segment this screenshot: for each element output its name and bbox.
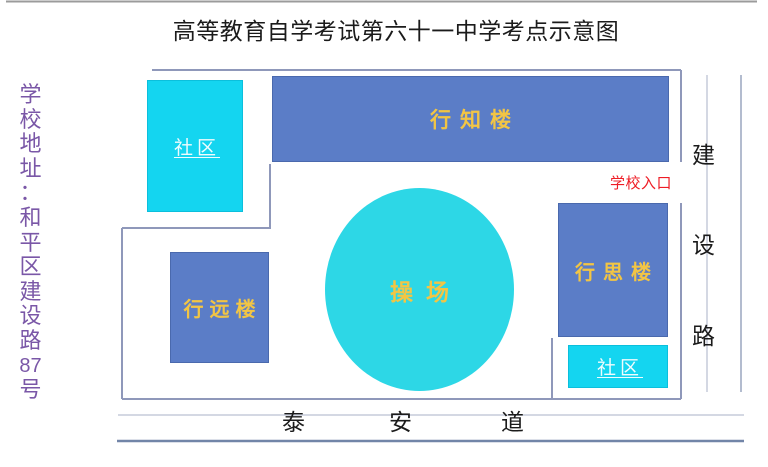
building-xingsi-label: 行思楼 [575,261,659,284]
address-char: 和 [19,204,42,230]
address-char: 平 [19,229,42,255]
taian-road-name-char: 道 [501,409,524,435]
address-char: 址 [19,155,42,181]
school-entrance-label: 学校入口 [610,175,673,192]
jianshe-road-name-char: 设 [692,232,715,258]
building-xingzhi: 行知楼 [272,76,669,162]
address-char: 地 [19,131,42,157]
address-char: 校 [19,106,42,132]
building-xingyuan: 行远楼 [170,252,269,363]
community-bottom-right: 社区 [568,345,668,388]
community-bottom-right-label: 社区 [596,358,643,379]
jianshe-road-name-char: 建 [692,142,715,168]
address-char: 区 [19,254,42,280]
playground-label: 操场 [390,278,462,305]
taian-road-name-char: 安 [389,409,412,435]
address-char: ： [19,180,42,206]
address-char: 建 [19,278,42,304]
address-char: 号 [19,377,42,403]
address-char: 设 [19,303,42,329]
school-address: 学 校 地 址 ： 和 平 区 建 设 路 87 号 [17,82,44,403]
building-xingyuan-label: 行远楼 [183,299,262,321]
community-top-left: 社区 [147,80,243,212]
community-top-left-label: 社区 [173,137,220,159]
building-xingsi: 行思楼 [558,203,668,337]
address-char: 路 [19,327,42,353]
playground-ellipse: 操场 [325,188,514,391]
diagram-title: 高等教育自学考试第六十一中学考点示意图 [172,18,620,44]
address-char: 87 [19,354,42,377]
taian-road-name-char: 泰 [282,409,305,435]
jianshe-road-name-char: 路 [692,323,715,349]
address-char: 学 [19,82,42,107]
building-xingzhi-label: 行知楼 [430,109,520,132]
